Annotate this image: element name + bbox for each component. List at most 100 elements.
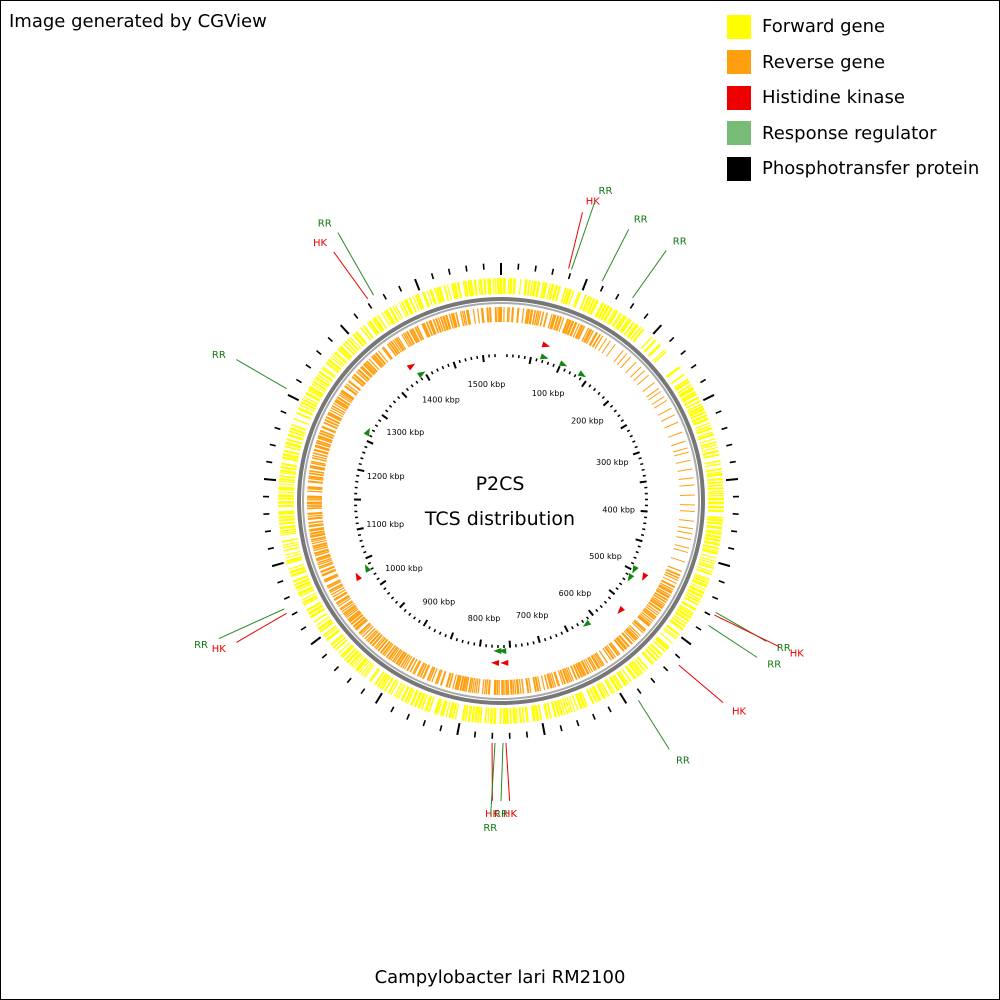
reverse-gene-bar (570, 665, 578, 680)
reverse-gene-bar (354, 618, 368, 630)
reverse-gene-bar (634, 619, 647, 631)
reverse-gene-bar (313, 448, 329, 455)
forward-gene-bar (303, 396, 319, 405)
forward-gene-bar (366, 322, 378, 336)
reverse-gene-bar (326, 579, 341, 588)
reverse-gene-bar (372, 354, 385, 367)
forward-gene-bar (462, 281, 467, 298)
forward-gene-bar (665, 624, 681, 636)
forward-gene-bar (654, 637, 669, 651)
reverse-gene-bar (393, 650, 403, 664)
forward-gene-bar (492, 278, 495, 295)
forward-gene-bar (614, 314, 625, 329)
reverse-gene-bar (345, 383, 359, 394)
scale-tick (385, 409, 389, 413)
reverse-gene-bar (549, 314, 555, 329)
forward-gene-bar (686, 592, 702, 601)
forward-gene-bar (687, 588, 704, 598)
scale-tick (422, 619, 429, 627)
reverse-gene-bar (336, 596, 351, 606)
reverse-gene-bar (679, 484, 695, 487)
reverse-gene-bar (638, 614, 652, 625)
forward-gene-bar (577, 692, 587, 709)
forward-gene-bar (278, 510, 295, 514)
reverse-gene-bar (673, 548, 689, 554)
reverse-gene-bar (572, 664, 581, 679)
forward-gene-bar (341, 646, 355, 659)
scale-tick (408, 612, 412, 616)
forward-gene-bar (594, 302, 605, 318)
reverse-gene-bar (582, 328, 591, 343)
outer-tick (360, 688, 366, 695)
scale-tick (441, 365, 445, 370)
scale-tick-label: 600 kbp (559, 589, 592, 598)
forward-gene-bar (706, 521, 723, 525)
reverse-gene-bar (313, 548, 330, 555)
scale-tick (399, 601, 406, 609)
forward-gene-bar (476, 706, 481, 723)
forward-gene-bar (572, 291, 580, 308)
reverse-gene-bar (558, 317, 565, 332)
forward-gene-bar (707, 490, 724, 493)
forward-gene-bar (362, 663, 374, 677)
reverse-gene-bar (401, 333, 410, 348)
histidine-kinase-swatch (727, 85, 751, 110)
forward-gene-bar (581, 295, 591, 312)
scale-tick-label: 100 kbp (532, 389, 565, 398)
hk-marker (491, 660, 500, 667)
reverse-gene-bar (465, 676, 470, 692)
reverse-gene-bar (646, 387, 660, 398)
reverse-gene-bar (318, 432, 334, 440)
forward-gene-bar (704, 463, 722, 468)
forward-gene-bar (671, 616, 686, 628)
forward-gene-bar (678, 386, 693, 396)
reverse-gene-bar (364, 627, 376, 640)
scale-tick (633, 556, 637, 559)
outer-tick (581, 278, 588, 291)
reverse-gene-bar (320, 565, 335, 574)
forward-gene-bar (340, 644, 354, 658)
forward-gene-bar (339, 345, 353, 359)
reverse-gene-bar (365, 360, 378, 373)
forward-gene-bar (642, 651, 655, 664)
organism-caption: Campylobacter lari RM2100 (374, 967, 626, 988)
reverse-gene-bar (406, 657, 416, 672)
outer-tick (726, 443, 733, 447)
outer-tick (702, 394, 715, 402)
scale-tick (383, 587, 387, 591)
legend-label: Phosphotransfer protein (762, 158, 980, 180)
reverse-gene-bar (308, 520, 324, 524)
reverse-gene-bar (648, 390, 662, 401)
reverse-gene-bar (465, 309, 470, 325)
forward-gene-bar (383, 310, 393, 326)
forward-gene-bar (556, 699, 564, 716)
reverse-gene-bar (459, 311, 465, 327)
reverse-gene-bar (657, 587, 671, 596)
scale-tick (555, 365, 561, 374)
forward-gene-bar (285, 553, 302, 559)
forward-gene-bar (420, 694, 428, 710)
reverse-gene-bar (559, 669, 567, 685)
reverse-gene-bar (324, 575, 339, 583)
forward-gene-bar (349, 336, 362, 350)
forward-gene-bar (349, 652, 362, 666)
reverse-gene-bar (417, 662, 426, 677)
scale-tick (581, 380, 587, 388)
forward-gene-bar (279, 474, 296, 479)
reverse-gene-bar (456, 675, 462, 691)
reverse-gene-bar (361, 625, 374, 638)
forward-gene-bar (541, 282, 548, 299)
forward-gene-bar (586, 298, 596, 314)
scale-tick (381, 414, 389, 420)
reverse-gene-bar (310, 536, 326, 541)
forward-gene-bar (416, 293, 425, 310)
reverse-gene-bar (312, 452, 328, 458)
reverse-gene-bar (557, 670, 564, 685)
hk-callout-line (568, 212, 583, 269)
forward-gene-bar (687, 405, 704, 415)
scale-tick (528, 356, 532, 365)
forward-gene-bar (381, 312, 391, 327)
rr-label: RR (318, 218, 332, 229)
reverse-gene-track (306, 306, 695, 696)
forward-gene-bar (337, 347, 351, 361)
